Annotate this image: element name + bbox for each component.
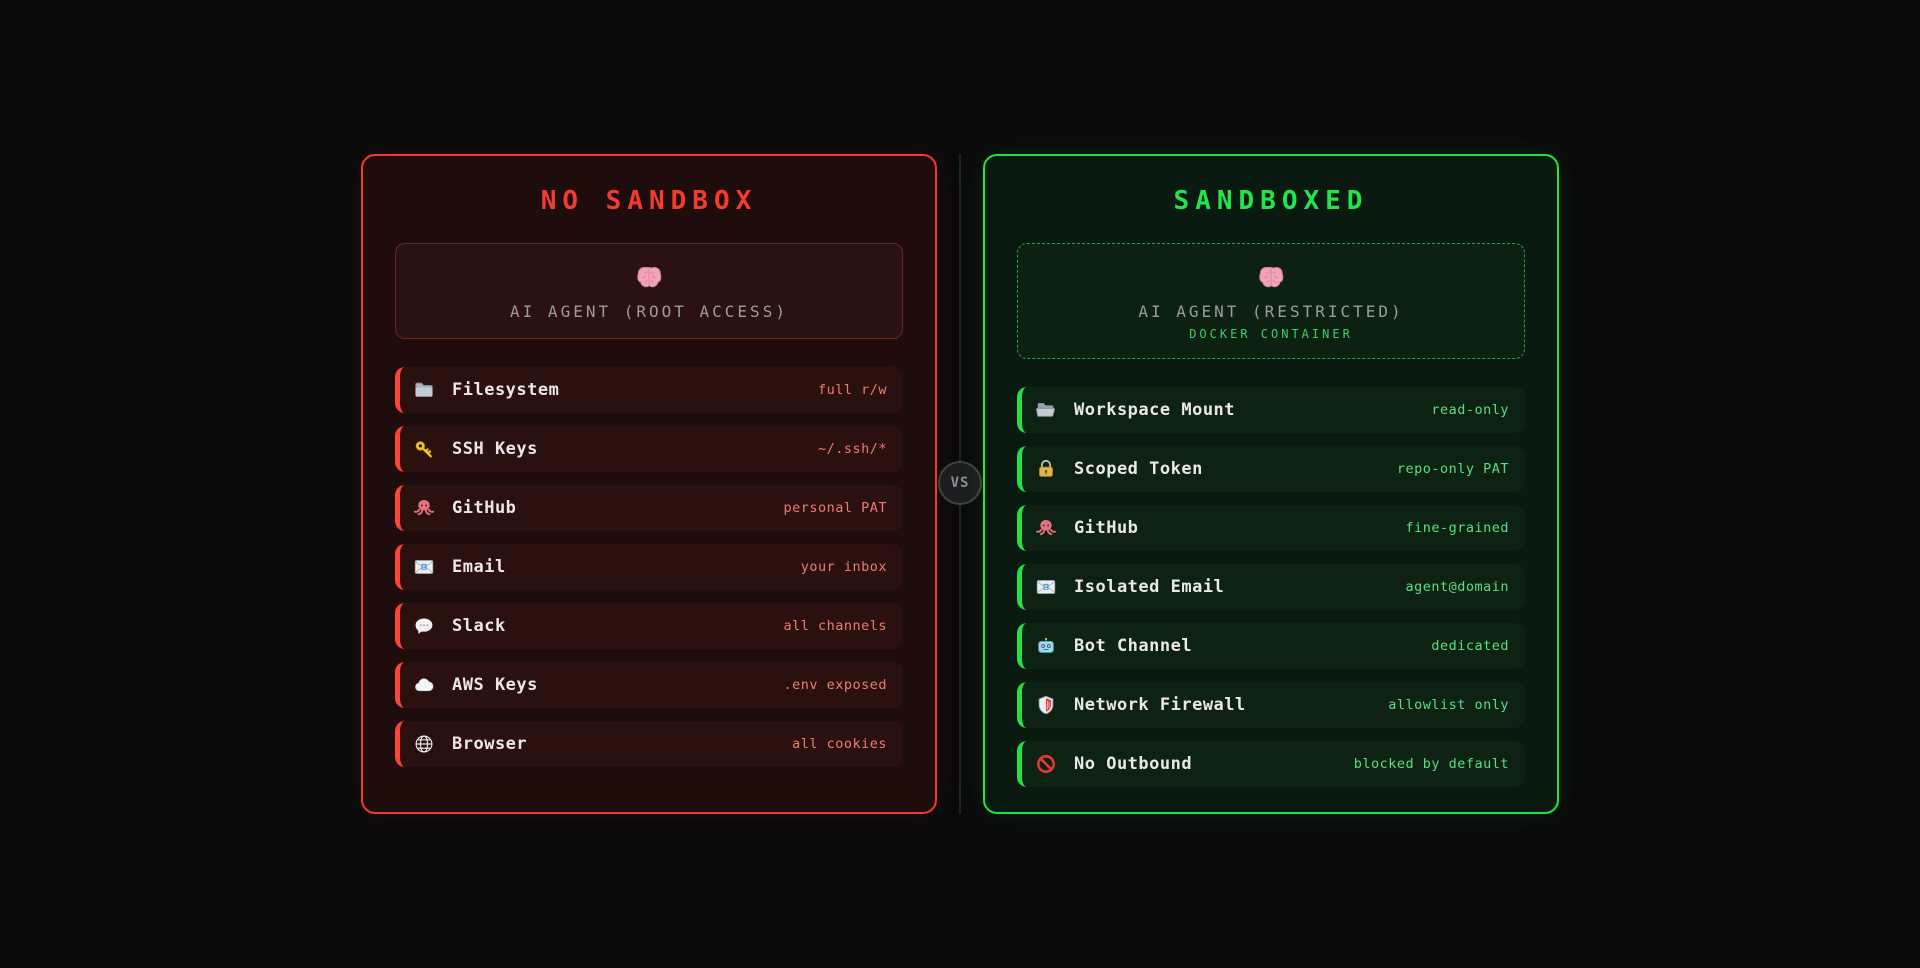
shield-icon [1035,694,1059,716]
item-label: AWS Keys [452,675,538,695]
item-value: all channels [783,618,887,634]
access-list: Workspace Mount read-only Scoped Token r… [1017,387,1525,787]
item-label: GitHub [452,498,517,518]
octopus-icon [1035,517,1059,539]
row-email: Email your inbox [395,544,903,590]
speech-balloon-icon [413,615,437,637]
folder-icon [413,379,437,401]
item-value: full r/w [817,382,887,398]
globe-icon [413,733,437,755]
item-value: ~/.ssh/* [817,441,887,457]
item-label: SSH Keys [452,439,538,459]
sandboxed-panel: SANDBOXED AI AGENT (RESTRICTED) DOCKER C… [983,154,1559,814]
key-icon [413,438,437,460]
brain-icon [634,263,664,293]
item-label: Scoped Token [1074,459,1203,479]
panel-title: NO SANDBOX [540,186,758,216]
item-value: agent@domain [1405,579,1509,595]
row-scoped-token: Scoped Token repo-only PAT [1017,446,1525,492]
lock-icon [1035,458,1059,480]
row-ssh-keys: SSH Keys ~/.ssh/* [395,426,903,472]
item-label: No Outbound [1074,754,1193,774]
row-network-firewall: Network Firewall allowlist only [1017,682,1525,728]
item-label: Workspace Mount [1074,400,1236,420]
cloud-icon [413,674,437,696]
octopus-icon [413,497,437,519]
item-label: Isolated Email [1074,577,1225,597]
row-browser: Browser all cookies [395,721,903,767]
email-icon [1035,576,1059,598]
access-list: Filesystem full r/w SSH Keys ~/.ssh/* Gi… [395,367,903,767]
agent-label: AI AGENT (RESTRICTED) [1138,302,1404,321]
item-value: dedicated [1431,638,1509,654]
item-value: read-only [1431,402,1509,418]
item-value: personal PAT [783,500,887,516]
vs-badge: VS [938,461,982,505]
item-label: Network Firewall [1074,695,1246,715]
item-value: your inbox [800,559,887,575]
row-github: GitHub fine-grained [1017,505,1525,551]
row-slack: Slack all channels [395,603,903,649]
row-isolated-email: Isolated Email agent@domain [1017,564,1525,610]
agent-sublabel: DOCKER CONTAINER [1189,327,1353,341]
robot-icon [1035,635,1059,657]
row-github: GitHub personal PAT [395,485,903,531]
row-filesystem: Filesystem full r/w [395,367,903,413]
item-value: fine-grained [1405,520,1509,536]
item-label: Email [452,557,506,577]
email-icon [413,556,437,578]
item-label: Slack [452,616,506,636]
brain-icon [1256,263,1286,293]
prohibited-icon [1035,753,1059,775]
item-value: .env exposed [783,677,887,693]
agent-box: AI AGENT (ROOT ACCESS) [395,243,903,339]
item-label: Filesystem [452,380,560,400]
agent-box: AI AGENT (RESTRICTED) DOCKER CONTAINER [1017,243,1525,359]
item-value: repo-only PAT [1396,461,1509,477]
row-bot-channel: Bot Channel dedicated [1017,623,1525,669]
item-label: Browser [452,734,528,754]
item-value: allowlist only [1388,697,1509,713]
row-aws-keys: AWS Keys .env exposed [395,662,903,708]
row-workspace-mount: Workspace Mount read-only [1017,387,1525,433]
no-sandbox-panel: NO SANDBOX AI AGENT (ROOT ACCESS) Filesy… [361,154,937,814]
panel-title: SANDBOXED [1173,186,1369,216]
open-folder-icon [1035,399,1059,421]
item-value: all cookies [792,736,887,752]
row-no-outbound: No Outbound blocked by default [1017,741,1525,787]
item-label: GitHub [1074,518,1139,538]
agent-label: AI AGENT (ROOT ACCESS) [510,302,788,321]
item-label: Bot Channel [1074,636,1193,656]
item-value: blocked by default [1353,756,1509,772]
